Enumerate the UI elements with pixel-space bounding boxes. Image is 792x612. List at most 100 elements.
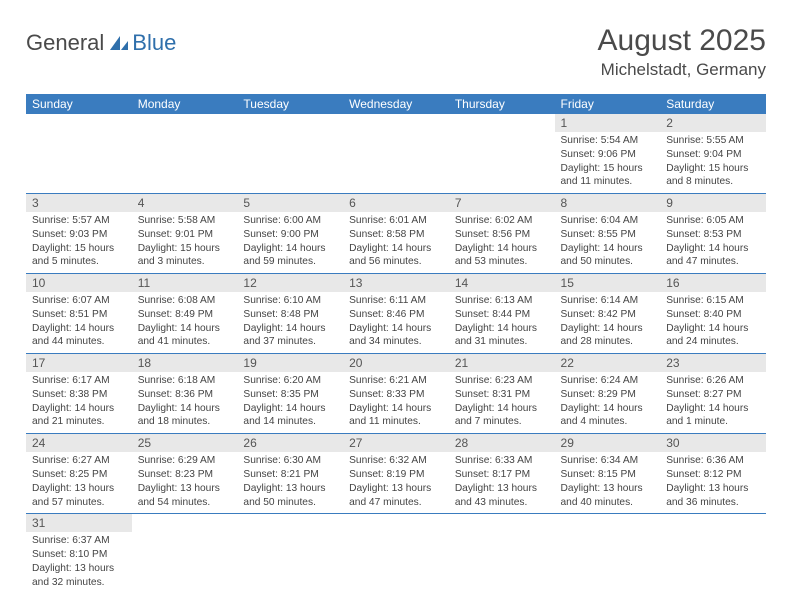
calendar-day-cell: 12Sunrise: 6:10 AMSunset: 8:48 PMDayligh…	[237, 274, 343, 354]
weekday-header: Saturday	[660, 94, 766, 114]
sunset-text: Sunset: 8:10 PM	[32, 548, 126, 562]
day-number: 21	[449, 354, 555, 372]
sunrise-text: Sunrise: 5:55 AM	[666, 134, 760, 148]
day-number: 15	[555, 274, 661, 292]
daylight-text: Daylight: 14 hours and 21 minutes.	[32, 402, 126, 430]
calendar-day-cell: 24Sunrise: 6:27 AMSunset: 8:25 PMDayligh…	[26, 434, 132, 514]
daylight-text: Daylight: 14 hours and 44 minutes.	[32, 322, 126, 350]
day-number: 18	[132, 354, 238, 372]
sunset-text: Sunset: 9:04 PM	[666, 148, 760, 162]
sunrise-text: Sunrise: 6:04 AM	[561, 214, 655, 228]
day-details: Sunrise: 6:01 AMSunset: 8:58 PMDaylight:…	[343, 212, 449, 273]
sunset-text: Sunset: 8:49 PM	[138, 308, 232, 322]
sunset-text: Sunset: 8:33 PM	[349, 388, 443, 402]
daylight-text: Daylight: 13 hours and 32 minutes.	[32, 562, 126, 590]
daylight-text: Daylight: 14 hours and 4 minutes.	[561, 402, 655, 430]
calendar-day-cell: 5Sunrise: 6:00 AMSunset: 9:00 PMDaylight…	[237, 194, 343, 274]
daylight-text: Daylight: 13 hours and 54 minutes.	[138, 482, 232, 510]
sunrise-text: Sunrise: 6:26 AM	[666, 374, 760, 388]
day-number	[26, 114, 132, 132]
daylight-text: Daylight: 15 hours and 8 minutes.	[666, 162, 760, 190]
calendar-day-cell	[237, 514, 343, 594]
day-number	[343, 514, 449, 532]
sunrise-text: Sunrise: 6:11 AM	[349, 294, 443, 308]
day-details: Sunrise: 6:23 AMSunset: 8:31 PMDaylight:…	[449, 372, 555, 433]
calendar-day-cell: 27Sunrise: 6:32 AMSunset: 8:19 PMDayligh…	[343, 434, 449, 514]
sunrise-text: Sunrise: 6:01 AM	[349, 214, 443, 228]
day-number: 31	[26, 514, 132, 532]
calendar-table: Sunday Monday Tuesday Wednesday Thursday…	[26, 94, 766, 593]
day-number: 9	[660, 194, 766, 212]
day-details: Sunrise: 5:55 AMSunset: 9:04 PMDaylight:…	[660, 132, 766, 193]
day-number: 8	[555, 194, 661, 212]
sunrise-text: Sunrise: 6:23 AM	[455, 374, 549, 388]
calendar-day-cell: 15Sunrise: 6:14 AMSunset: 8:42 PMDayligh…	[555, 274, 661, 354]
sunset-text: Sunset: 8:46 PM	[349, 308, 443, 322]
weekday-header-row: Sunday Monday Tuesday Wednesday Thursday…	[26, 94, 766, 114]
daylight-text: Daylight: 14 hours and 1 minute.	[666, 402, 760, 430]
sunrise-text: Sunrise: 6:15 AM	[666, 294, 760, 308]
daylight-text: Daylight: 14 hours and 41 minutes.	[138, 322, 232, 350]
day-details: Sunrise: 5:57 AMSunset: 9:03 PMDaylight:…	[26, 212, 132, 273]
calendar-week-row: 1Sunrise: 5:54 AMSunset: 9:06 PMDaylight…	[26, 114, 766, 194]
daylight-text: Daylight: 14 hours and 14 minutes.	[243, 402, 337, 430]
daylight-text: Daylight: 14 hours and 18 minutes.	[138, 402, 232, 430]
day-number: 5	[237, 194, 343, 212]
daylight-text: Daylight: 14 hours and 31 minutes.	[455, 322, 549, 350]
calendar-day-cell: 17Sunrise: 6:17 AMSunset: 8:38 PMDayligh…	[26, 354, 132, 434]
calendar-week-row: 24Sunrise: 6:27 AMSunset: 8:25 PMDayligh…	[26, 434, 766, 514]
day-number: 14	[449, 274, 555, 292]
day-number: 22	[555, 354, 661, 372]
day-number: 2	[660, 114, 766, 132]
day-number	[237, 114, 343, 132]
calendar-day-cell	[343, 114, 449, 194]
daylight-text: Daylight: 13 hours and 47 minutes.	[349, 482, 443, 510]
sunset-text: Sunset: 8:29 PM	[561, 388, 655, 402]
day-number	[449, 114, 555, 132]
calendar-day-cell: 28Sunrise: 6:33 AMSunset: 8:17 PMDayligh…	[449, 434, 555, 514]
logo-text-general: General	[26, 30, 104, 56]
day-details: Sunrise: 6:11 AMSunset: 8:46 PMDaylight:…	[343, 292, 449, 353]
sunset-text: Sunset: 8:55 PM	[561, 228, 655, 242]
calendar-day-cell: 7Sunrise: 6:02 AMSunset: 8:56 PMDaylight…	[449, 194, 555, 274]
day-details: Sunrise: 6:04 AMSunset: 8:55 PMDaylight:…	[555, 212, 661, 273]
daylight-text: Daylight: 13 hours and 36 minutes.	[666, 482, 760, 510]
sunrise-text: Sunrise: 6:07 AM	[32, 294, 126, 308]
calendar-day-cell: 22Sunrise: 6:24 AMSunset: 8:29 PMDayligh…	[555, 354, 661, 434]
sunrise-text: Sunrise: 6:02 AM	[455, 214, 549, 228]
daylight-text: Daylight: 14 hours and 50 minutes.	[561, 242, 655, 270]
day-number: 7	[449, 194, 555, 212]
sunrise-text: Sunrise: 6:13 AM	[455, 294, 549, 308]
sunset-text: Sunset: 8:23 PM	[138, 468, 232, 482]
calendar-day-cell: 21Sunrise: 6:23 AMSunset: 8:31 PMDayligh…	[449, 354, 555, 434]
calendar-day-cell	[660, 514, 766, 594]
daylight-text: Daylight: 14 hours and 59 minutes.	[243, 242, 337, 270]
day-number	[132, 514, 238, 532]
daylight-text: Daylight: 14 hours and 34 minutes.	[349, 322, 443, 350]
day-details: Sunrise: 6:02 AMSunset: 8:56 PMDaylight:…	[449, 212, 555, 273]
sunset-text: Sunset: 8:27 PM	[666, 388, 760, 402]
day-details: Sunrise: 6:21 AMSunset: 8:33 PMDaylight:…	[343, 372, 449, 433]
daylight-text: Daylight: 14 hours and 56 minutes.	[349, 242, 443, 270]
day-number: 1	[555, 114, 661, 132]
sunset-text: Sunset: 8:21 PM	[243, 468, 337, 482]
day-number: 25	[132, 434, 238, 452]
sunset-text: Sunset: 8:31 PM	[455, 388, 549, 402]
calendar-day-cell: 19Sunrise: 6:20 AMSunset: 8:35 PMDayligh…	[237, 354, 343, 434]
sunrise-text: Sunrise: 6:34 AM	[561, 454, 655, 468]
calendar-day-cell: 1Sunrise: 5:54 AMSunset: 9:06 PMDaylight…	[555, 114, 661, 194]
day-details: Sunrise: 6:37 AMSunset: 8:10 PMDaylight:…	[26, 532, 132, 593]
day-details: Sunrise: 6:05 AMSunset: 8:53 PMDaylight:…	[660, 212, 766, 273]
day-details: Sunrise: 6:27 AMSunset: 8:25 PMDaylight:…	[26, 452, 132, 513]
calendar-day-cell: 2Sunrise: 5:55 AMSunset: 9:04 PMDaylight…	[660, 114, 766, 194]
sunset-text: Sunset: 8:53 PM	[666, 228, 760, 242]
day-number: 26	[237, 434, 343, 452]
sunrise-text: Sunrise: 5:58 AM	[138, 214, 232, 228]
sunset-text: Sunset: 8:56 PM	[455, 228, 549, 242]
calendar-week-row: 17Sunrise: 6:17 AMSunset: 8:38 PMDayligh…	[26, 354, 766, 434]
day-number	[343, 114, 449, 132]
day-details: Sunrise: 6:26 AMSunset: 8:27 PMDaylight:…	[660, 372, 766, 433]
calendar-day-cell	[555, 514, 661, 594]
calendar-day-cell	[132, 514, 238, 594]
sunrise-text: Sunrise: 6:36 AM	[666, 454, 760, 468]
